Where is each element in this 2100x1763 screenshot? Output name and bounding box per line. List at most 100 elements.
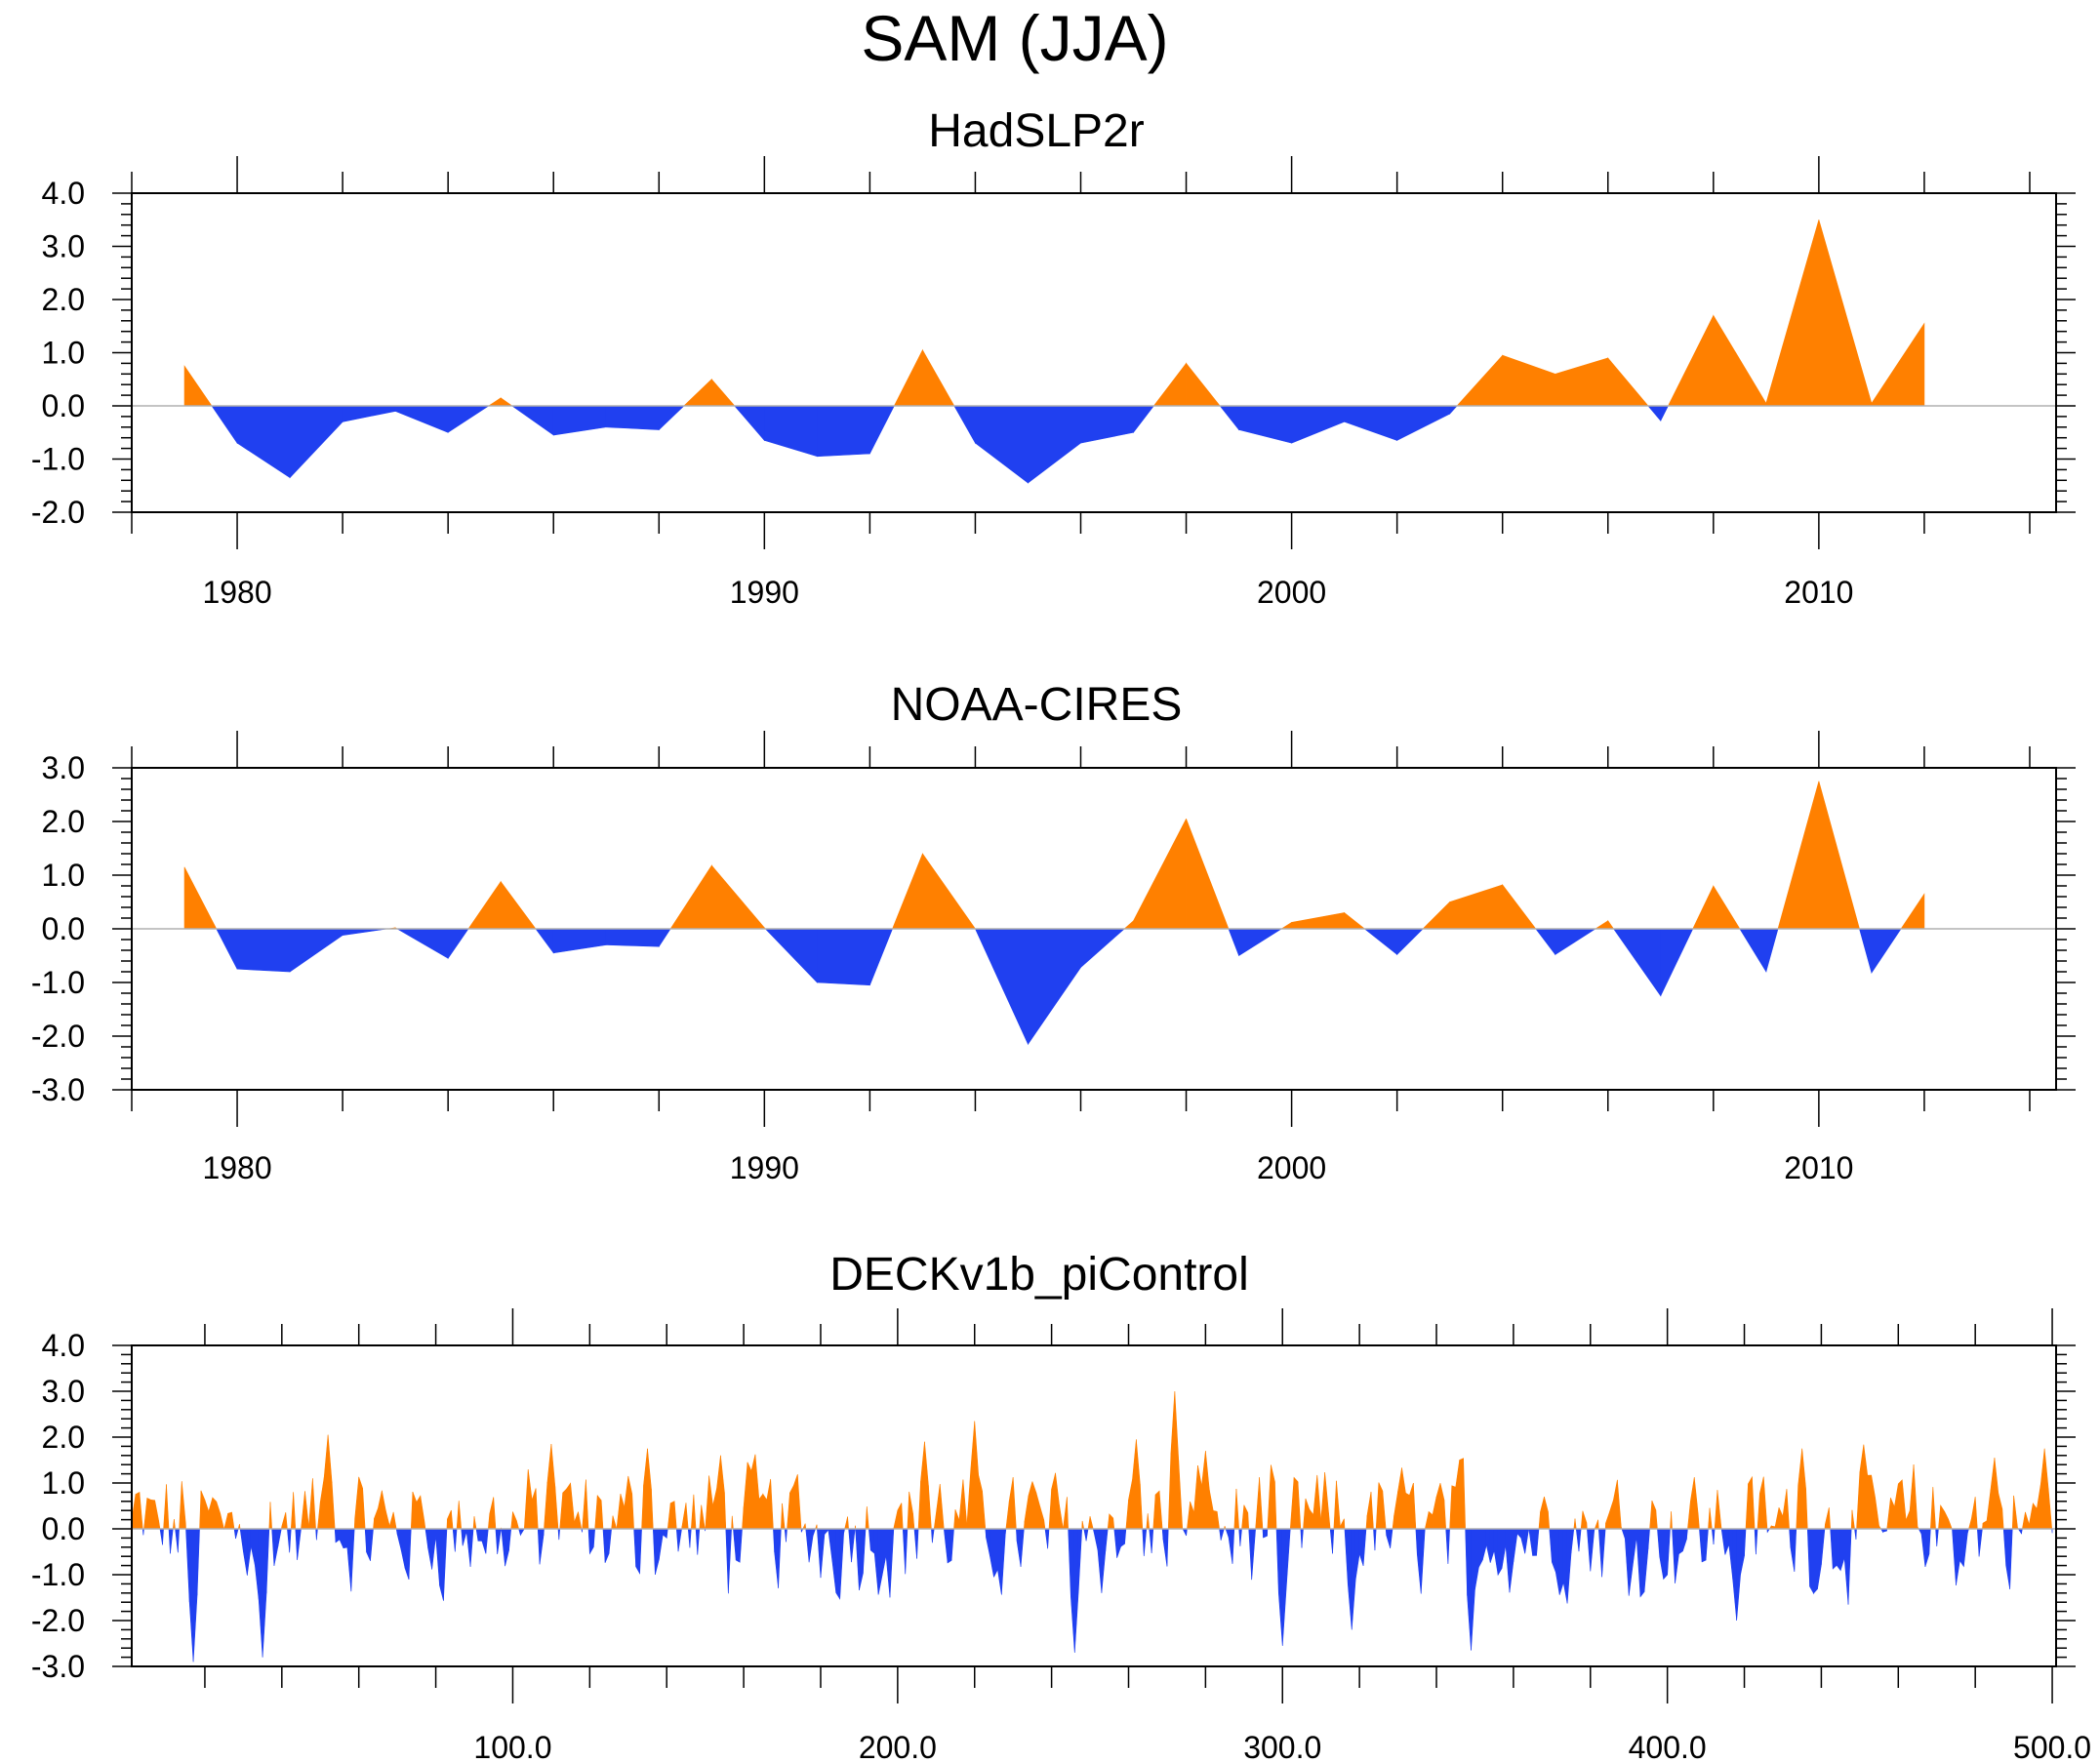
negative-area bbox=[889, 1528, 895, 1598]
x-tick-label: 200.0 bbox=[859, 1730, 937, 1763]
positive-area bbox=[1081, 1520, 1085, 1530]
negative-area bbox=[1105, 1528, 1109, 1552]
negative-area bbox=[1647, 405, 1662, 422]
positive-area bbox=[1990, 1458, 1996, 1530]
positive-area bbox=[793, 1474, 798, 1530]
negative-area bbox=[1281, 1528, 1287, 1646]
positive-area-group bbox=[131, 1390, 2053, 1530]
positive-area bbox=[150, 1499, 155, 1530]
positive-area bbox=[1340, 1518, 1345, 1530]
positive-area bbox=[1898, 1479, 1903, 1530]
positive-area bbox=[143, 1498, 148, 1530]
negative-area bbox=[424, 1528, 428, 1549]
negative-area bbox=[1587, 1528, 1592, 1572]
negative-area bbox=[552, 405, 607, 436]
positive-area bbox=[681, 1503, 687, 1530]
negative-area bbox=[1362, 1528, 1367, 1566]
positive-area bbox=[892, 853, 923, 930]
negative-area bbox=[235, 1528, 239, 1540]
negative-area bbox=[1020, 1528, 1025, 1567]
negative-area bbox=[1562, 1528, 1568, 1604]
positive-area bbox=[1235, 1488, 1240, 1530]
positive-area bbox=[531, 1488, 537, 1530]
positive-area bbox=[1443, 1500, 1447, 1530]
positive-area bbox=[1894, 1483, 1899, 1530]
positive-area bbox=[1938, 1505, 1941, 1530]
positive-area bbox=[358, 1476, 363, 1530]
negative-area bbox=[905, 1528, 909, 1575]
positive-area bbox=[378, 1490, 383, 1530]
positive-area-group bbox=[183, 781, 1925, 930]
positive-area bbox=[1944, 1511, 1949, 1530]
negative-area bbox=[1080, 405, 1134, 444]
negative-area bbox=[662, 1528, 667, 1539]
negative-area bbox=[452, 1528, 456, 1552]
negative-area bbox=[986, 1528, 990, 1557]
negative-area bbox=[1624, 1528, 1630, 1596]
negative-area bbox=[316, 1528, 318, 1541]
positive-area bbox=[847, 1516, 849, 1530]
negative-area bbox=[817, 405, 870, 458]
positive-area bbox=[1867, 1474, 1872, 1530]
negative-area bbox=[1004, 1528, 1007, 1535]
positive-area bbox=[544, 1482, 548, 1530]
positive-area bbox=[893, 1509, 899, 1530]
figure-title: SAM (JJA) bbox=[861, 2, 1168, 74]
negative-area bbox=[505, 1528, 509, 1567]
positive-area bbox=[710, 378, 736, 407]
negative-area bbox=[885, 1528, 891, 1598]
negative-area bbox=[859, 1528, 864, 1590]
x-tick-label: 100.0 bbox=[473, 1730, 551, 1763]
positive-area bbox=[1886, 1498, 1891, 1530]
positive-area bbox=[893, 349, 923, 407]
negative-area bbox=[1068, 1528, 1071, 1597]
negative-area bbox=[993, 1528, 998, 1578]
positive-area bbox=[747, 1462, 752, 1530]
negative-area bbox=[427, 1528, 432, 1570]
positive-area bbox=[166, 1484, 170, 1530]
negative-area bbox=[1248, 1528, 1252, 1581]
negative-area bbox=[175, 1528, 179, 1553]
negative-area bbox=[805, 1528, 810, 1563]
positive-area bbox=[1863, 1444, 1869, 1530]
positive-area bbox=[1875, 1497, 1879, 1530]
positive-area bbox=[1048, 1489, 1052, 1530]
panel-deckv1b-picontrol: DECKv1b_piControl -3.0 -2.0 -1.0 0.0 1.0 2.0 3… bbox=[31, 1249, 2091, 1763]
positive-area bbox=[586, 1479, 589, 1530]
negative-area bbox=[1070, 1528, 1075, 1653]
y-tick-label: 3.0 bbox=[42, 229, 85, 264]
negative-area bbox=[881, 1528, 887, 1576]
negative-area bbox=[1474, 1528, 1479, 1590]
negative-area bbox=[734, 405, 765, 442]
negative-area bbox=[178, 1528, 180, 1553]
positive-area bbox=[1305, 1498, 1311, 1530]
positive-area bbox=[1818, 781, 1860, 930]
positive-area bbox=[281, 1512, 287, 1530]
positive-area bbox=[559, 1492, 564, 1530]
positive-area bbox=[762, 1493, 768, 1530]
positive-area bbox=[1409, 1482, 1414, 1530]
positive-area bbox=[1502, 884, 1537, 930]
positive-area bbox=[1428, 1510, 1434, 1530]
negative-area bbox=[1699, 1528, 1703, 1562]
negative-area bbox=[869, 1528, 875, 1554]
negative-area bbox=[1549, 1528, 1553, 1563]
negative-area bbox=[350, 1528, 355, 1592]
negative-area bbox=[1570, 1528, 1575, 1553]
negative-area bbox=[869, 928, 893, 985]
positive-area bbox=[1154, 1490, 1160, 1530]
negative-area bbox=[652, 1528, 656, 1575]
positive-area bbox=[1778, 1507, 1784, 1530]
positive-area bbox=[1031, 1481, 1037, 1530]
x-tick-label: 1980 bbox=[202, 575, 271, 610]
positive-area bbox=[1449, 884, 1504, 930]
positive-area bbox=[651, 1488, 654, 1530]
positive-area bbox=[1205, 1451, 1210, 1530]
negative-area bbox=[370, 1528, 374, 1561]
positive-area bbox=[1609, 1500, 1614, 1530]
negative-area bbox=[1552, 1528, 1556, 1573]
negative-area-group bbox=[216, 928, 1902, 1046]
positive-area bbox=[1582, 1510, 1588, 1530]
positive-area bbox=[708, 1475, 713, 1530]
negative-area bbox=[258, 1528, 263, 1658]
